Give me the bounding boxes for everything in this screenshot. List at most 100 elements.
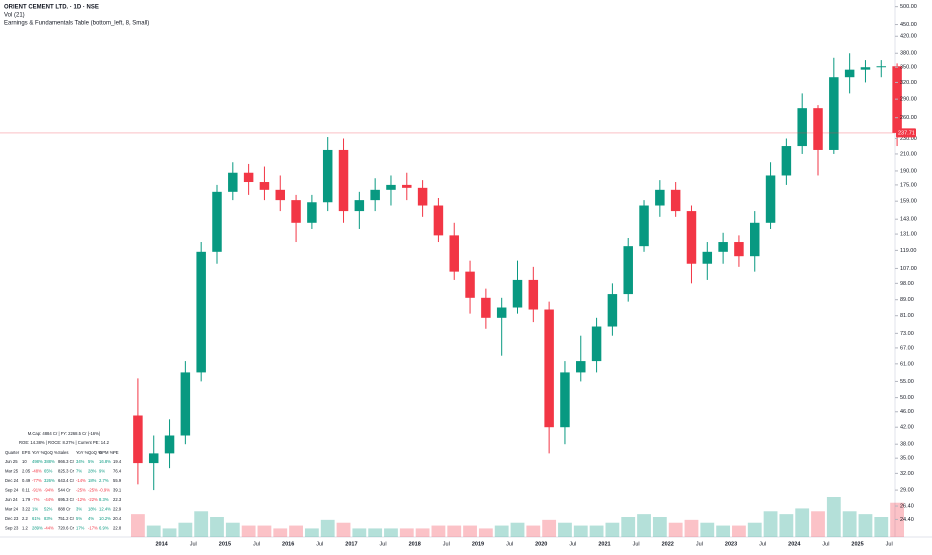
candle-body <box>148 453 159 464</box>
volume-bar <box>684 519 699 537</box>
candle-body <box>259 182 270 190</box>
y-tick-label: 98.00 <box>900 281 914 287</box>
x-tick-label: Jul <box>253 541 260 547</box>
candle-body <box>243 172 254 183</box>
table-cell: 5% <box>88 459 94 464</box>
candle-body <box>322 149 333 203</box>
volume-bar <box>368 528 383 537</box>
table-cell: -77% <box>32 478 42 483</box>
table-header: PE <box>113 450 119 455</box>
table-cell: 388% <box>44 459 55 464</box>
table-cell: 7% <box>76 469 82 474</box>
table-cell: 2.2 <box>22 516 28 521</box>
table-cell: 9% <box>99 469 105 474</box>
candle-body <box>212 191 222 252</box>
table-cell: 751.2 Cr <box>58 516 75 521</box>
y-tick-label: 89.00 <box>900 297 914 303</box>
x-tick-label: 2025 <box>851 541 863 547</box>
table-cell: 10.2% <box>99 516 111 521</box>
table-header: QoQ % <box>44 450 58 455</box>
table-cell: 39.1 <box>113 488 122 493</box>
y-tick-label: 107.00 <box>900 266 917 272</box>
volume-bar <box>874 517 889 537</box>
volume-bar <box>716 525 731 537</box>
x-tick-label: Jul <box>759 541 766 547</box>
table-cell: 61% <box>32 516 41 521</box>
table-cell: 825.3 Cr <box>58 469 75 474</box>
volume-bar <box>304 528 319 537</box>
volume-bar <box>573 525 588 537</box>
volume-bar <box>621 517 636 537</box>
table-cell: -14% <box>76 478 86 483</box>
table-cell: 12.4% <box>99 507 111 512</box>
table-header: EPS <box>22 450 31 455</box>
y-tick-label: 190.00 <box>900 168 917 174</box>
table-cell: 2.7% <box>99 478 109 483</box>
candle-body <box>813 108 823 150</box>
table-cell: 1.2 <box>22 526 28 531</box>
table-summary: ROE: 14.38% | ROCE: 8.27% | Current PE: … <box>19 440 110 445</box>
y-tick-label: 42.00 <box>900 425 914 431</box>
table-cell: Mar 24 <box>5 507 19 512</box>
candle-body <box>449 235 459 272</box>
y-tick-label: 290.00 <box>900 97 917 103</box>
y-tick-label: 73.00 <box>900 331 914 337</box>
volume-bar <box>842 511 857 537</box>
x-tick-label: Jul <box>506 541 513 547</box>
candle-body <box>829 77 839 150</box>
x-tick-label: 2015 <box>219 541 231 547</box>
x-tick-label: 2022 <box>662 541 674 547</box>
volume-bar <box>384 528 398 537</box>
table-cell: 8.3% <box>99 497 109 502</box>
y-tick-label: 260.00 <box>900 115 917 121</box>
volume-bar <box>194 511 209 537</box>
volume-bar <box>336 522 351 537</box>
candle-body <box>876 66 887 68</box>
volume-bar <box>668 522 683 537</box>
candle-body <box>655 189 665 206</box>
candle-body <box>512 279 523 308</box>
volume-bar <box>526 525 541 537</box>
volume-bar <box>558 522 572 537</box>
y-tick-label: 35.00 <box>900 456 914 462</box>
table-cell: Jun 25 <box>5 459 18 464</box>
table-cell: 52% <box>44 507 53 512</box>
table-cell: 695.3 Cr <box>58 497 75 502</box>
candle-body <box>164 435 175 454</box>
candle-body <box>750 222 760 257</box>
last-price-label: 237.71 <box>898 130 915 136</box>
y-tick-label: 26.40 <box>900 503 914 509</box>
candle-body <box>797 108 807 147</box>
table-cell: 22.3 <box>113 497 122 502</box>
volume-bar <box>811 511 825 537</box>
table-header: YoY % <box>76 450 89 455</box>
candle-body <box>702 251 713 264</box>
volume-bar <box>352 528 367 537</box>
y-tick-label: 230.00 <box>900 136 917 142</box>
table-cell: 6.9% <box>99 526 109 531</box>
volume-bar <box>700 522 715 537</box>
table-header: OPM % <box>99 450 114 455</box>
x-tick-label: 2020 <box>535 541 547 547</box>
candle-body <box>734 242 744 257</box>
table-cell: -25% <box>88 488 98 493</box>
volume-bar <box>478 528 493 537</box>
table-cell: 3.22 <box>22 507 31 512</box>
x-tick-label: 2016 <box>282 541 294 547</box>
candle-body <box>307 202 317 223</box>
table-cell: 22.9 <box>113 507 122 512</box>
volume-bar <box>399 528 414 537</box>
candle-body <box>718 242 728 252</box>
y-tick-label: 29.00 <box>900 488 914 494</box>
volume-bar <box>652 517 667 537</box>
candle-body <box>465 271 475 298</box>
candle-body <box>338 149 349 212</box>
volume-bar <box>178 522 193 537</box>
x-tick-label: Jul <box>886 541 893 547</box>
volume-bar <box>463 525 477 537</box>
x-tick-label: 2023 <box>725 541 737 547</box>
table-cell: -44% <box>44 497 54 502</box>
volume-bar <box>447 525 462 537</box>
table-cell: 18% <box>88 507 97 512</box>
